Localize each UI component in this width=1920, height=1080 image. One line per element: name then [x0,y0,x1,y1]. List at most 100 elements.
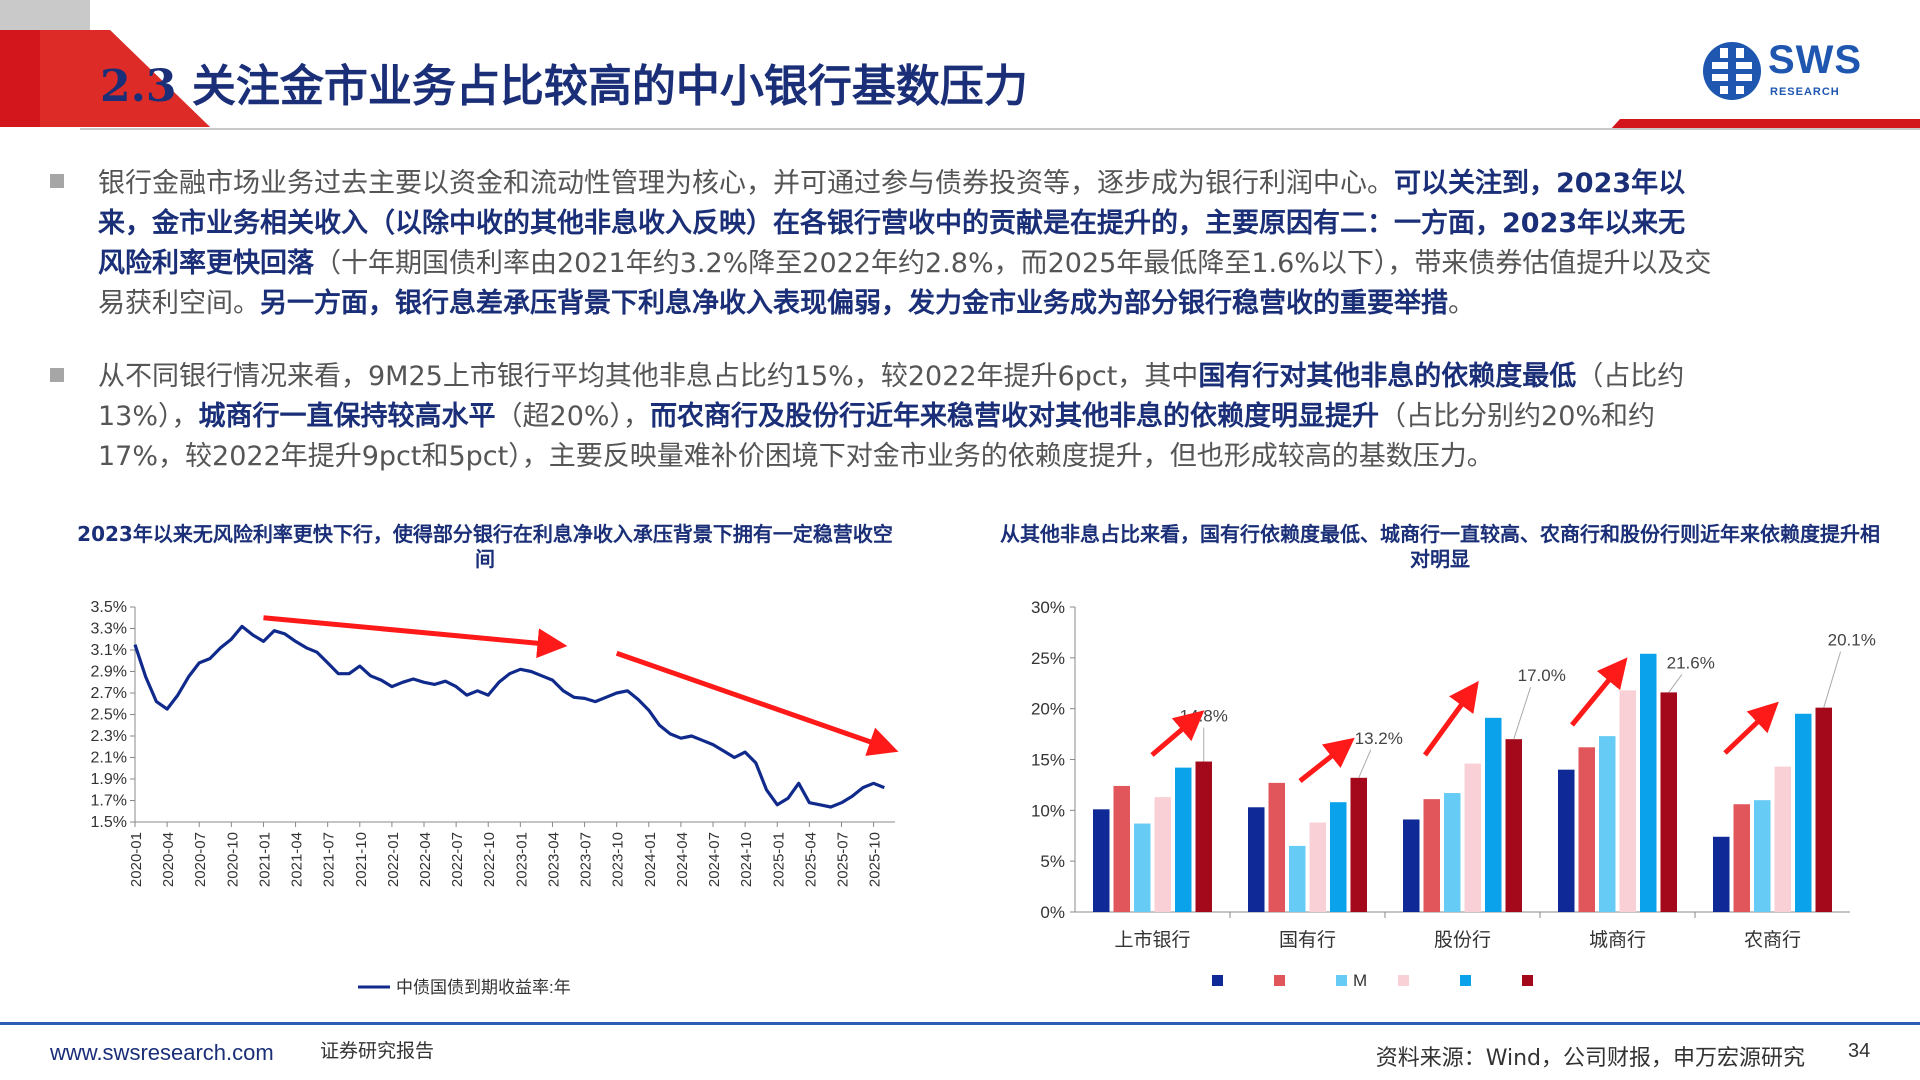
x-tick-label: 2020-04 [160,832,177,887]
body-text: 从不同银行情况来看，9M25上市银行平均其他非息占比约15%，较2022年提升6… [98,361,1199,392]
bar [1815,707,1832,912]
bar [1403,819,1420,912]
header-red-highlight [40,30,210,127]
sws-globe-icon [1703,42,1761,100]
data-label-leader [1823,651,1842,708]
body-text: （占比约 [1576,361,1685,392]
bar [1505,739,1522,912]
bar [1558,769,1575,912]
x-category-label: 国有行 [1279,929,1336,951]
paragraph-line: 13%），城商行一直保持较高水平（超20%），而农商行及股份行近年来稳营收对其他… [98,397,1888,437]
body-text: 银行金融市场业务过去主要以资金和流动性管理为核心，并可通过参与债券投资等，逐步成… [98,168,1394,199]
x-tick-label: 2022-01 [385,832,402,887]
data-label: 13.2% [1355,729,1403,748]
trend-arrow-icon [1150,710,1205,757]
data-label-leader [1513,687,1532,740]
bar [1578,747,1595,912]
emphasis-text: 城商行一直保持较高水平 [198,401,496,432]
trend-arrow-icon [1298,737,1355,783]
bar [1733,804,1750,912]
emphasis-text: 另一方面，银行息差承压背景下利息净收入表现偏弱，发力金市业务成为部分银行稳营收的… [260,288,1448,319]
non-interest-bar-chart: 30%25%20%15%10%5%0%上市银行 国有行 股份行 城商行 农商行14.8%… [1031,598,1876,990]
y-tick-label: 2.9% [91,664,127,681]
paragraph-line: 风险利率更快回落（十年期国债利率由2021年约3.2%降至2022年约2.8%，… [98,244,1888,284]
y-tick-label: 3.1% [91,642,127,659]
footer-url[interactable]: www.swsresearch.com [50,1040,274,1065]
y-tick-label: 20% [1031,700,1065,719]
emphasis-text: 来，金市业务相关收入（以除中收的其他非息收入反映）在各银行营收中的贡献是在提升的… [98,208,1686,239]
bar [1640,653,1657,912]
bar [1464,763,1481,912]
y-tick-label: 3.3% [91,621,127,638]
x-tick-label: 2024-04 [674,832,691,887]
x-tick-label: 2021-04 [289,832,306,887]
y-tick-label: 30% [1031,598,1065,617]
emphasis-text: 而农商行及股份行近年来稳营收对其他非息的依赖度明显提升 [650,401,1380,432]
emphasis-text: 风险利率更快回落 [98,248,314,279]
body-text: 。 [1448,288,1475,319]
x-tick-label: 2024-10 [738,832,755,887]
bar [1154,797,1171,912]
chart-right-title: 从其他非息占比来看，国有行依赖度最低、城商行一直较高、农商行和股份行则近年来依赖… [1000,522,1880,571]
header-red-underline [1610,119,1920,130]
x-tick-label: 2022-07 [449,832,466,887]
footer-report-label: 证券研究报告 [320,1040,435,1062]
chart-left-title: 2023年以来无风险利率更快下行，使得部分银行在利息净收入承压背景下拥有一定稳营… [77,522,893,571]
y-tick-label: 1.9% [91,771,127,788]
bullet-square-icon [50,174,64,188]
x-tick-label: 2025-04 [802,832,819,887]
data-label-leader [1668,674,1683,693]
data-label: 20.1% [1828,631,1876,650]
body-text: 易获利空间。 [98,288,260,319]
data-label: 17.0% [1518,666,1566,685]
trend-arrow-icon [263,615,568,659]
page-title: 2.3 关注金市业务占比较高的中小银行基数压力 [100,61,1028,112]
bar [1309,822,1326,912]
paragraph-line: 银行金融市场业务过去主要以资金和流动性管理为核心，并可通过参与债券投资等，逐步成… [98,164,1888,204]
x-category-label: 农商行 [1744,929,1801,951]
body-text: （超20%）， [495,401,651,432]
trend-arrow-icon [1422,680,1479,757]
bar [1350,777,1367,912]
trend-arrow-icon [615,650,899,756]
x-category-label: 城商行 [1589,929,1646,951]
logo-text: SWS [1768,38,1863,82]
bar [1774,766,1791,912]
header-decoration [0,0,1920,130]
bullet-square-icon [50,368,64,382]
y-tick-label: 1.5% [91,814,127,831]
y-tick-label: 2.5% [91,707,127,724]
sws-logo: SWS RESEARCH [1700,38,1880,104]
bar [1444,793,1461,912]
paragraph-2: 从不同银行情况来看，9M25上市银行平均其他非息占比约15%，较2022年提升6… [98,357,1888,477]
legend-swatch [1522,975,1533,986]
paragraph-line: 从不同银行情况来看，9M25上市银行平均其他非息占比约15%，较2022年提升6… [98,357,1888,397]
emphasis-text: 可以关注到，2023年以 [1394,168,1686,199]
body-text: （十年期国债利率由2021年约3.2%降至2022年约2.8%，而2025年最低… [314,248,1712,279]
x-tick-label: 2025-07 [834,832,851,887]
bar [1713,836,1730,912]
slide-header: 2.3 关注金市业务占比较高的中小银行基数压力 SWS RESEARCH [0,0,1920,135]
bar [1795,713,1812,912]
legend-label: M [1353,971,1367,990]
y-tick-label: 25% [1031,649,1065,668]
bar [1754,800,1771,912]
trend-arrow-icon [1723,701,1779,755]
y-tick-label: 1.7% [91,793,127,810]
bar [1113,785,1130,912]
paragraph-line: 易获利空间。另一方面，银行息差承压背景下利息净收入表现偏弱，发力金市业务成为部分… [98,284,1888,324]
bar [1093,809,1110,912]
x-tick-label: 2024-07 [706,832,723,887]
body-text: 13%）， [98,401,199,432]
bar [1423,799,1440,912]
y-tick-label: 2.7% [91,685,127,702]
x-category-label: 股份行 [1434,929,1491,951]
bar [1248,807,1265,912]
x-tick-label: 2023-10 [610,832,627,887]
x-tick-label: 2022-10 [481,832,498,887]
x-tick-label: 2020-10 [224,832,241,887]
x-tick-label: 2024-01 [642,832,659,887]
y-tick-label: 5% [1040,852,1065,871]
legend-swatch [1274,975,1285,986]
x-tick-label: 2020-01 [128,832,145,887]
